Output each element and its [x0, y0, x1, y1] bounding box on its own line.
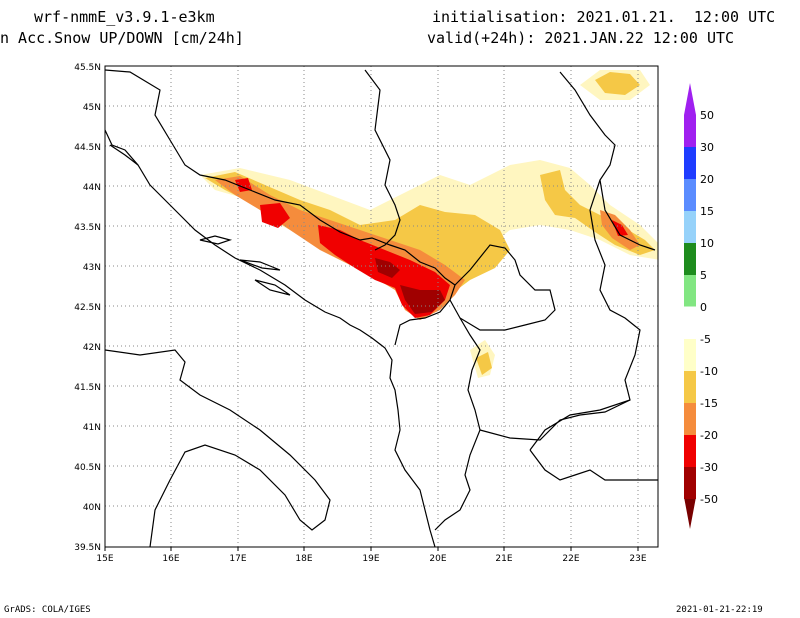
colorbar-swatch [683, 306, 697, 340]
lat-tick-label: 41.5N [74, 383, 101, 393]
colorbar-swatch [684, 371, 696, 403]
lat-tick-label: 44.5N [74, 143, 101, 153]
coastlines-borders [105, 69, 658, 547]
greece-coast [529, 449, 658, 481]
colorbar-swatch [684, 403, 696, 435]
colorbar-label: -30 [700, 461, 718, 474]
colorbar-swatch [684, 339, 696, 371]
adriatic-coast-east [105, 129, 436, 547]
snow-darkred-core [375, 258, 445, 314]
colorbar-bottom-arrow [684, 497, 696, 529]
colorbar-label: 30 [700, 141, 714, 154]
colorbar-swatch [684, 275, 696, 307]
islands-1 [199, 235, 233, 245]
colorbar-top-arrow [684, 83, 696, 115]
croatia-bosnia-border [105, 69, 361, 241]
lat-tick-label: 40N [83, 503, 101, 513]
islands-4 [109, 144, 139, 166]
lat-tick-label: 42.5N [74, 303, 101, 313]
colorbar-label: 5 [700, 269, 707, 282]
colorbar-swatch [684, 435, 696, 467]
lon-tick-label: 22E [562, 554, 579, 564]
colorbar-swatch [684, 179, 696, 211]
initialisation-time: initialisation: 2021.01.21. 12:00 UTC [432, 8, 776, 26]
colorbar-swatch [684, 211, 696, 243]
colorbar-label: -20 [700, 429, 718, 442]
axis-tick-marks [104, 547, 639, 551]
macedonia-greece-border [479, 399, 631, 441]
colorbar-label: -5 [700, 333, 711, 346]
colorbar-label: 50 [700, 109, 714, 122]
valid-time: valid(+24h): 2021.JAN.22 12:00 UTC [427, 29, 735, 47]
footer-timestamp: 2021-01-21-22:19 [676, 605, 763, 615]
bulgaria-border [529, 179, 641, 451]
colorbar-swatch [684, 115, 696, 147]
colorbar-label: -50 [700, 493, 718, 506]
serbia-romania-border [559, 71, 656, 251]
lon-tick-label: 17E [229, 554, 246, 564]
colorbar-swatch [684, 147, 696, 179]
snow-yellow-top [595, 72, 640, 95]
lon-tick-label: 19E [362, 554, 379, 564]
colorbar-label: -15 [700, 397, 718, 410]
kosovo-border [449, 244, 556, 331]
field-title: n Acc.Snow UP/DOWN [cm/24h] [0, 29, 244, 47]
islands-3 [254, 279, 291, 296]
lon-tick-label: 23E [629, 554, 646, 564]
colorbar-label: 10 [700, 237, 714, 250]
colorbar-label: 0 [700, 301, 707, 314]
lat-tick-label: 39.5N [74, 543, 101, 553]
colorbar-label: 20 [700, 173, 714, 186]
lat-tick-label: 40.5N [74, 463, 101, 473]
lat-tick-label: 44N [83, 183, 101, 193]
montenegro-border [359, 237, 456, 346]
model-title: wrf-nmmE_v3.9.1-e3km [34, 8, 215, 26]
lat-tick-label: 45.5N [74, 63, 101, 73]
lon-tick-label: 18E [295, 554, 312, 564]
lat-tick-label: 42N [83, 343, 101, 353]
lon-tick-label: 20E [429, 554, 446, 564]
islands-2 [239, 259, 281, 271]
grid-lines [105, 66, 658, 547]
bosnia-serbia-border [364, 69, 401, 251]
lat-tick-label: 43N [83, 263, 101, 273]
snow-yellow-south [476, 352, 492, 375]
colorbar-label: -10 [700, 365, 718, 378]
italy-coast [105, 349, 331, 547]
lat-tick-label: 41N [83, 423, 101, 433]
colorbar-swatch [684, 243, 696, 275]
colorbar-swatch [684, 467, 696, 499]
map-frame [104, 65, 659, 548]
lon-tick-label: 21E [495, 554, 512, 564]
colorbar-label: 15 [700, 205, 714, 218]
lat-tick-label: 45N [83, 103, 101, 113]
footer-credit: GrADS: COLA/IGES [4, 605, 91, 615]
lon-tick-label: 16E [162, 554, 179, 564]
lat-tick-label: 43.5N [74, 223, 101, 233]
lon-tick-label: 15E [96, 554, 113, 564]
